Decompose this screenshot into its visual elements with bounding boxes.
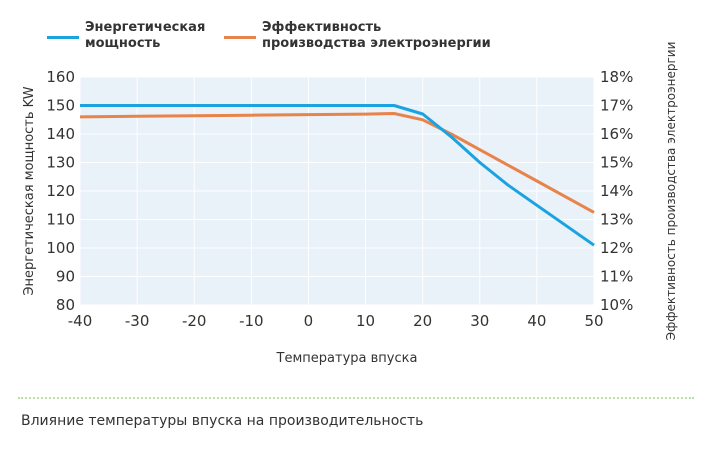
x-tick-label: -40 — [68, 312, 93, 330]
y-right-tick-label: 14% — [600, 182, 633, 200]
x-tick-label: 0 — [304, 312, 314, 330]
y-left-tick-label: 140 — [46, 125, 75, 143]
x-tick-label: -10 — [239, 312, 264, 330]
y-left-tick-label: 80 — [56, 296, 75, 314]
x-tick-label: 50 — [584, 312, 603, 330]
y-right-tick-label: 12% — [600, 239, 633, 257]
x-tick-label: -20 — [182, 312, 207, 330]
y-right-tick-label: 13% — [600, 211, 633, 229]
y-left-tick-label: 100 — [46, 239, 75, 257]
y-right-tick-label: 15% — [600, 154, 633, 172]
y-left-axis-label: Энергетическая мощность KW — [22, 86, 37, 295]
y-left-tick-label: 90 — [56, 268, 75, 286]
series-layer — [79, 104, 595, 247]
x-axis-label: Температура впуска — [276, 351, 418, 366]
x-tick-label: 40 — [527, 312, 546, 330]
legend-label-power-line-1: Энергетическая — [85, 20, 206, 35]
y-right-tick-labels: 10% 11% 12% 13% 14% 15% 16% 17% 18% — [600, 68, 633, 314]
y-right-axis-label: Эффективность производства электроэнерги… — [664, 42, 678, 341]
x-tick-label: 30 — [470, 312, 489, 330]
x-tick-labels: -40 -30 -20 -10 0 10 20 30 40 50 — [68, 312, 604, 330]
y-right-tick-label: 17% — [600, 97, 633, 115]
legend-item-power: Энергетическая мощность — [47, 20, 205, 52]
chart: -40 -30 -20 -10 0 10 20 30 40 50 80 90 100 110 120 130… — [22, 42, 678, 366]
legend-swatch-power — [47, 36, 79, 39]
series-line-efficiency — [79, 112, 595, 214]
legend-label-efficiency-line-1: Эффективность — [262, 20, 382, 35]
y-right-tick-label: 18% — [600, 68, 633, 86]
y-left-tick-label: 160 — [46, 68, 75, 86]
y-right-tick-label: 10% — [600, 296, 633, 314]
y-left-tick-label: 130 — [46, 154, 75, 172]
legend-label-efficiency-line-2: производства электроэнергии — [262, 36, 491, 51]
y-left-tick-label: 150 — [46, 97, 75, 115]
y-right-tick-label: 11% — [600, 268, 633, 286]
divider — [18, 397, 694, 399]
legend-label-power-line-2: мощность — [85, 36, 161, 51]
y-right-tick-label: 16% — [600, 125, 633, 143]
series-line-power — [80, 104, 595, 247]
legend-item-efficiency: Эффективность производства электроэнерги… — [224, 20, 491, 52]
y-left-tick-label: 120 — [46, 182, 75, 200]
x-tick-label: 20 — [413, 312, 432, 330]
caption: Влияние температуры впуска на производит… — [21, 413, 424, 429]
legend-label-efficiency: Эффективность производства электроэнерги… — [262, 20, 491, 52]
x-tick-label: -30 — [125, 312, 150, 330]
y-left-tick-labels: 80 90 100 110 120 130 140 150 160 — [46, 68, 75, 314]
legend-swatch-efficiency — [224, 36, 256, 39]
legend-label-power: Энергетическая мощность — [85, 20, 205, 52]
y-left-tick-label: 110 — [46, 211, 75, 229]
x-tick-label: 10 — [356, 312, 375, 330]
